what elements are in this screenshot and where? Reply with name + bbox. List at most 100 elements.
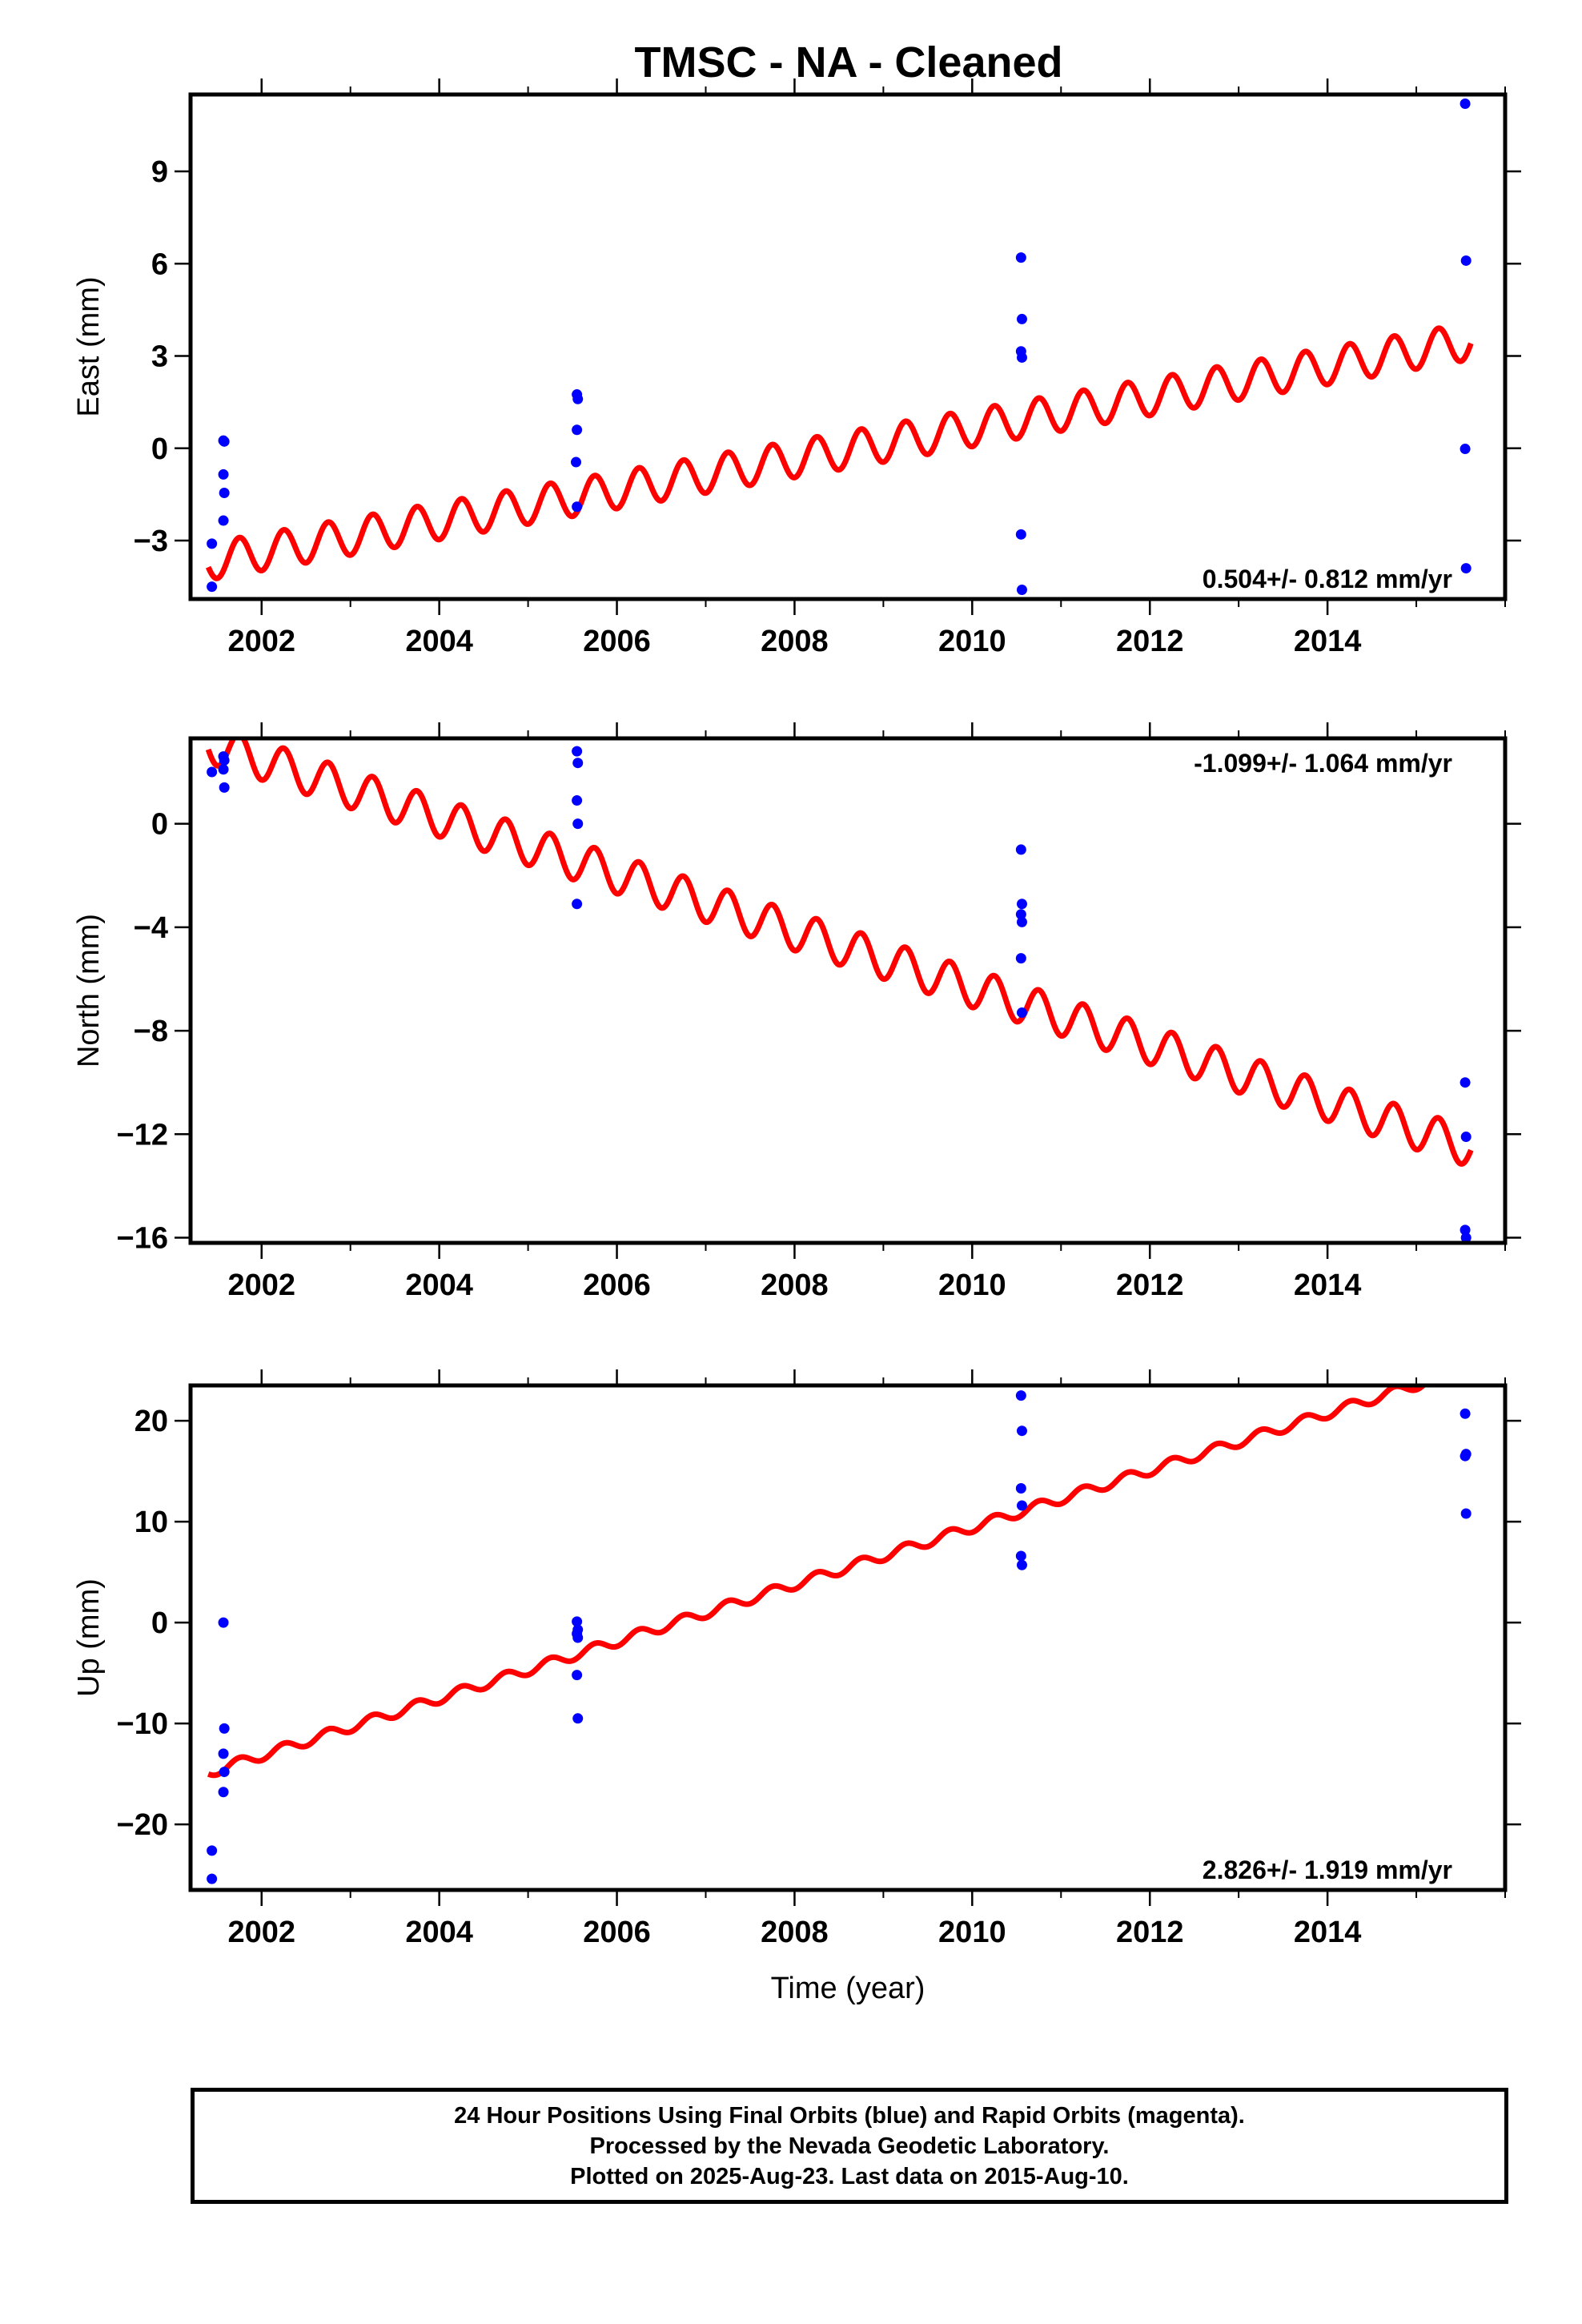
y-tick-label: −10 xyxy=(117,1707,168,1741)
data-point xyxy=(572,746,583,757)
data-point xyxy=(219,487,230,498)
x-tick-label: 2004 xyxy=(405,1916,473,1949)
data-point xyxy=(572,1713,584,1724)
x-tick-label: 2012 xyxy=(1116,1269,1184,1302)
x-tick-label: 2002 xyxy=(227,1916,295,1949)
data-point xyxy=(1460,99,1471,110)
y-tick-label: −3 xyxy=(134,525,168,558)
data-point xyxy=(1016,352,1027,363)
y-tick-label: 3 xyxy=(151,340,168,374)
x-tick-label: 2002 xyxy=(227,1269,295,1302)
data-point xyxy=(219,754,230,766)
rate-label: 0.504+/- 0.812 mm/yr xyxy=(1203,565,1452,593)
x-tick-label: 2008 xyxy=(761,1916,829,1949)
x-tick-label: 2006 xyxy=(583,1269,651,1302)
data-point xyxy=(1015,529,1026,540)
data-point xyxy=(218,468,229,480)
y-tick-label: 0 xyxy=(151,808,168,842)
data-point xyxy=(1460,1450,1471,1462)
x-axis-label: Time (year) xyxy=(771,1972,926,2005)
y-tick-label: 6 xyxy=(151,247,168,281)
data-point xyxy=(207,1873,218,1884)
x-tick-label: 2014 xyxy=(1294,1916,1362,1949)
data-point xyxy=(572,795,583,806)
x-tick-label: 2004 xyxy=(405,1269,473,1302)
data-point xyxy=(572,818,584,830)
data-point xyxy=(1460,563,1472,574)
north-panel: 2002 2004 2006 2008 2010 2012 2014 −16 −12 −8 −4 0 N… xyxy=(72,722,1521,1302)
data-point xyxy=(1015,1483,1026,1494)
x-tick-label: 2012 xyxy=(1116,1916,1184,1949)
data-point xyxy=(571,456,582,468)
data-point xyxy=(1460,444,1471,455)
data-point xyxy=(1015,252,1026,263)
data-point xyxy=(572,1616,583,1627)
model-fit-line xyxy=(205,738,1474,1167)
model-fit-line xyxy=(206,1385,1427,1779)
x-tick-label: 2008 xyxy=(761,625,829,658)
data-point xyxy=(572,758,584,769)
chart-title: TMSC - NA - Cleaned xyxy=(634,38,1062,86)
data-point xyxy=(207,1845,218,1856)
x-tick-label: 2010 xyxy=(938,1916,1006,1949)
data-point xyxy=(1015,953,1026,964)
data-point xyxy=(1015,1550,1026,1562)
x-tick-label: 2002 xyxy=(227,625,295,658)
data-point xyxy=(1016,584,1027,595)
data-point xyxy=(1016,916,1027,927)
data-point xyxy=(218,1617,229,1628)
y-axis-label: East (mm) xyxy=(72,276,106,416)
data-point xyxy=(207,581,218,593)
x-tick-label: 2010 xyxy=(938,625,1006,658)
data-point xyxy=(572,501,583,513)
data-point xyxy=(207,766,218,778)
model-fit-line xyxy=(205,325,1474,581)
x-tick-label: 2014 xyxy=(1294,625,1362,658)
data-point xyxy=(1016,1500,1027,1511)
footer-note: 24 Hour Positions Using Final Orbits (bl… xyxy=(191,2088,1508,2204)
data-point xyxy=(219,436,230,447)
y-axis-label: North (mm) xyxy=(72,914,106,1068)
y-tick-label: −4 xyxy=(134,911,168,945)
data-point xyxy=(218,1787,229,1798)
rate-label: 2.826+/- 1.919 mm/yr xyxy=(1203,1856,1452,1884)
data-point xyxy=(218,764,229,775)
data-point xyxy=(1015,1390,1026,1401)
data-point xyxy=(1460,1224,1471,1236)
x-tick-label: 2004 xyxy=(405,625,473,658)
data-point xyxy=(572,393,584,404)
plot-frame xyxy=(188,1383,1508,1892)
data-point xyxy=(572,424,583,436)
data-point xyxy=(219,1723,230,1734)
y-axis-label: Up (mm) xyxy=(72,1578,106,1697)
data-point xyxy=(207,538,218,549)
data-point xyxy=(1016,313,1027,324)
y-tick-label: −8 xyxy=(134,1015,168,1048)
y-tick-label: −20 xyxy=(117,1808,168,1842)
x-tick-label: 2012 xyxy=(1116,625,1184,658)
data-point xyxy=(1016,1007,1027,1018)
data-point xyxy=(1015,909,1026,920)
data-point xyxy=(1016,1559,1027,1570)
footer-line-2: Processed by the Nevada Geodetic Laborat… xyxy=(589,2133,1110,2159)
data-point xyxy=(1015,844,1026,855)
x-tick-label: 2008 xyxy=(761,1269,829,1302)
y-tick-label: 0 xyxy=(151,1606,168,1640)
up-panel: 2002 2004 2006 2008 2010 2012 2014 −20 −10 0 10 20 U… xyxy=(72,1369,1521,2005)
y-tick-label: 9 xyxy=(151,155,168,189)
plot-area xyxy=(205,99,1474,595)
data-point xyxy=(1460,1077,1471,1088)
data-point xyxy=(572,1670,583,1681)
data-point xyxy=(1016,1425,1027,1437)
y-tick-label: 10 xyxy=(135,1506,168,1539)
y-tick-label: 0 xyxy=(151,432,168,466)
east-panel: 2002 2004 2006 2008 2010 2012 2014 −3 0 3 6 9 East (… xyxy=(72,78,1521,658)
data-point xyxy=(572,899,583,910)
data-point xyxy=(1460,1508,1472,1519)
plot-area xyxy=(206,1385,1472,1884)
y-tick-label: −12 xyxy=(117,1118,168,1152)
plot-frame xyxy=(188,736,1508,1245)
data-point xyxy=(218,1748,229,1759)
plot-area xyxy=(205,738,1474,1243)
